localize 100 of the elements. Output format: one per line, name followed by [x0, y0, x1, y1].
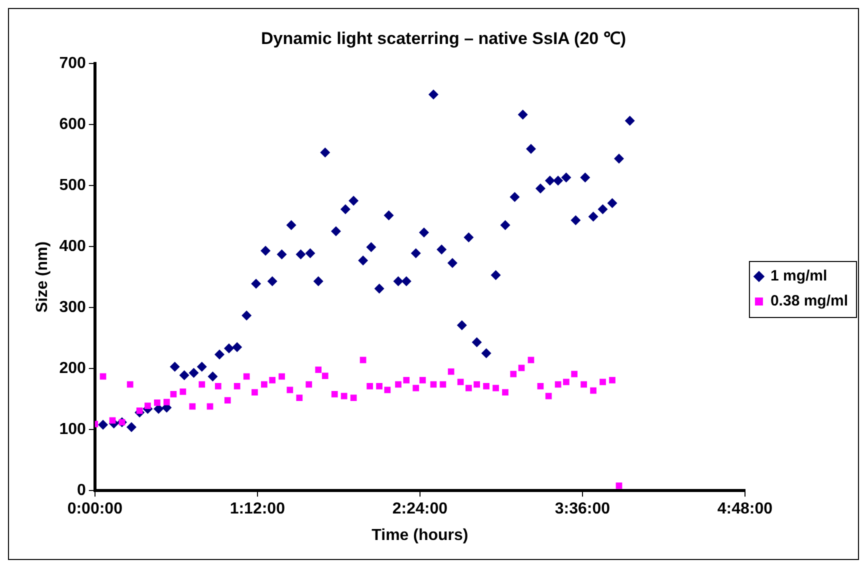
point	[472, 337, 482, 348]
point	[242, 310, 252, 320]
point	[483, 383, 490, 390]
point	[580, 172, 590, 183]
y-tick-label: 100	[59, 420, 86, 438]
point	[234, 383, 240, 390]
point	[214, 383, 222, 390]
point	[109, 417, 116, 424]
point	[276, 249, 287, 260]
point	[384, 210, 394, 220]
point	[206, 403, 214, 410]
point	[570, 215, 581, 226]
point	[447, 258, 458, 268]
point	[170, 362, 180, 372]
chart-title: Dynamic light scaterring – native SsIA (20 ℃)	[261, 28, 626, 48]
x-axis-title: Time (hours)	[372, 526, 468, 544]
point	[126, 422, 136, 432]
point	[322, 372, 328, 380]
point	[376, 383, 382, 390]
point	[163, 398, 170, 406]
point	[330, 226, 341, 236]
point	[214, 350, 224, 360]
legend-label: 0.38 mg/ml	[770, 292, 848, 310]
point	[500, 220, 510, 230]
point	[315, 366, 322, 373]
point	[448, 368, 454, 375]
point	[170, 390, 177, 398]
point	[313, 276, 324, 286]
point	[393, 276, 404, 286]
y-tick-label: 700	[59, 54, 86, 72]
point	[588, 212, 598, 222]
point	[456, 320, 467, 330]
point	[571, 370, 578, 378]
point	[331, 390, 338, 398]
point	[561, 172, 572, 183]
point	[418, 227, 429, 238]
point	[526, 144, 536, 154]
point	[464, 232, 474, 242]
point	[537, 383, 544, 390]
point	[126, 381, 134, 388]
x-tick-label: 3:36:00	[554, 500, 610, 518]
point	[384, 386, 391, 394]
point	[466, 384, 472, 392]
point	[410, 248, 421, 258]
point	[614, 154, 624, 164]
point	[481, 348, 492, 358]
point	[243, 373, 250, 380]
point	[590, 387, 596, 394]
point	[366, 242, 376, 252]
point	[136, 407, 143, 414]
point	[490, 270, 501, 280]
point	[436, 244, 447, 255]
point	[358, 256, 368, 266]
x-tick-label: 2:24:00	[392, 500, 448, 518]
point	[306, 381, 312, 388]
point	[198, 381, 206, 388]
y-tick-label: 300	[59, 298, 86, 316]
point	[440, 381, 446, 388]
point	[607, 198, 618, 208]
point	[598, 204, 608, 214]
point	[252, 389, 258, 396]
point	[224, 343, 234, 354]
point	[196, 362, 207, 372]
y-tick-label: 200	[59, 360, 86, 377]
point	[180, 388, 186, 395]
point	[544, 176, 555, 186]
point	[366, 383, 374, 390]
point	[350, 394, 357, 402]
point	[518, 110, 528, 120]
point	[296, 394, 303, 402]
point	[545, 392, 552, 400]
legend-label: 1 mg/ml	[770, 268, 828, 285]
point	[232, 342, 242, 352]
point	[286, 386, 294, 394]
point	[616, 482, 622, 489]
point	[340, 204, 350, 214]
point	[305, 248, 316, 258]
point	[144, 402, 151, 409]
y-tick-label: 0	[76, 482, 86, 500]
point	[510, 370, 517, 378]
point	[188, 368, 199, 378]
point	[320, 148, 330, 158]
point	[189, 403, 196, 410]
y-tick-label: 600	[59, 116, 86, 133]
point	[251, 278, 262, 289]
point	[260, 246, 271, 256]
point	[535, 184, 546, 194]
point	[554, 381, 562, 388]
point	[395, 381, 402, 388]
point	[510, 192, 520, 202]
x-tick-label: 1:12:00	[230, 500, 286, 518]
point	[224, 397, 231, 404]
point	[154, 400, 160, 406]
point	[430, 381, 437, 388]
point	[296, 249, 306, 260]
y-tick-label: 400	[59, 238, 86, 255]
y-tick-label: 500	[59, 176, 86, 194]
point	[261, 381, 268, 388]
point	[401, 276, 412, 286]
point	[348, 196, 359, 206]
